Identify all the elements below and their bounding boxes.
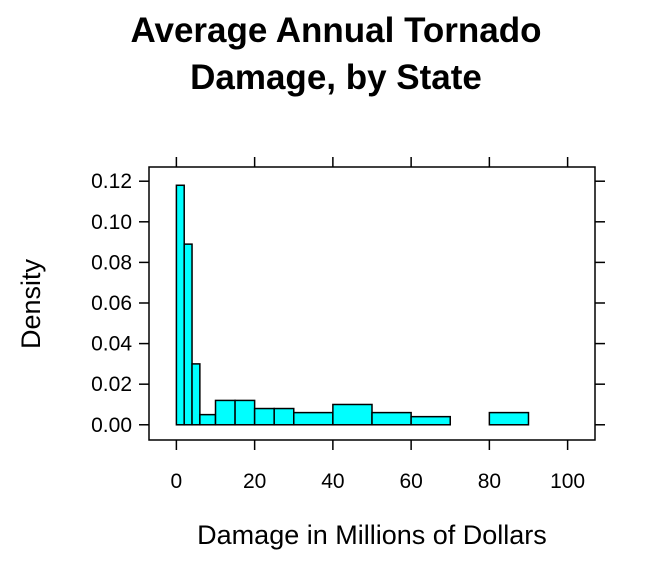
y-axis-label: Density <box>16 258 46 349</box>
histogram-bar <box>234 399 256 426</box>
histogram-bar <box>175 184 185 426</box>
x-tick-label: 40 <box>321 470 344 493</box>
x-tick-label: 100 <box>550 470 585 493</box>
histogram-bar <box>214 399 236 426</box>
chart-title-line-1: Average Annual Tornado <box>131 11 542 50</box>
histogram-bar <box>273 407 295 426</box>
chart-title-line-2: Damage, by State <box>190 58 482 97</box>
y-tick-label: 0.00 <box>91 414 132 437</box>
histogram-bar <box>191 363 201 426</box>
histogram-bars <box>175 184 530 426</box>
y-tick-label: 0.02 <box>91 373 132 396</box>
histogram-bar <box>293 411 334 426</box>
histogram-bar <box>253 407 275 426</box>
histogram-bar <box>183 243 193 426</box>
y-axis-ticks: 0.00 0.02 0.04 0.06 0.08 0.10 0.12 <box>91 170 605 437</box>
y-tick-label: 0.04 <box>91 333 132 356</box>
histogram-bar <box>410 415 451 426</box>
plot-panel-frame <box>148 166 596 441</box>
histogram-bar <box>488 411 530 426</box>
y-tick-label: 0.08 <box>91 251 132 274</box>
x-tick-label: 80 <box>478 470 501 493</box>
histogram-bar <box>332 403 373 426</box>
histogram-bar <box>199 413 217 426</box>
x-axis-ticks: 0 20 40 60 80 100 <box>171 157 585 493</box>
y-tick-label: 0.12 <box>91 170 132 193</box>
y-tick-label: 0.10 <box>91 211 132 234</box>
histogram-bar <box>371 411 412 426</box>
y-tick-label: 0.06 <box>91 292 132 315</box>
x-tick-label: 60 <box>399 470 422 493</box>
x-tick-label: 0 <box>171 470 183 493</box>
x-tick-label: 20 <box>243 470 266 493</box>
x-axis-label: Damage in Millions of Dollars <box>197 520 547 550</box>
